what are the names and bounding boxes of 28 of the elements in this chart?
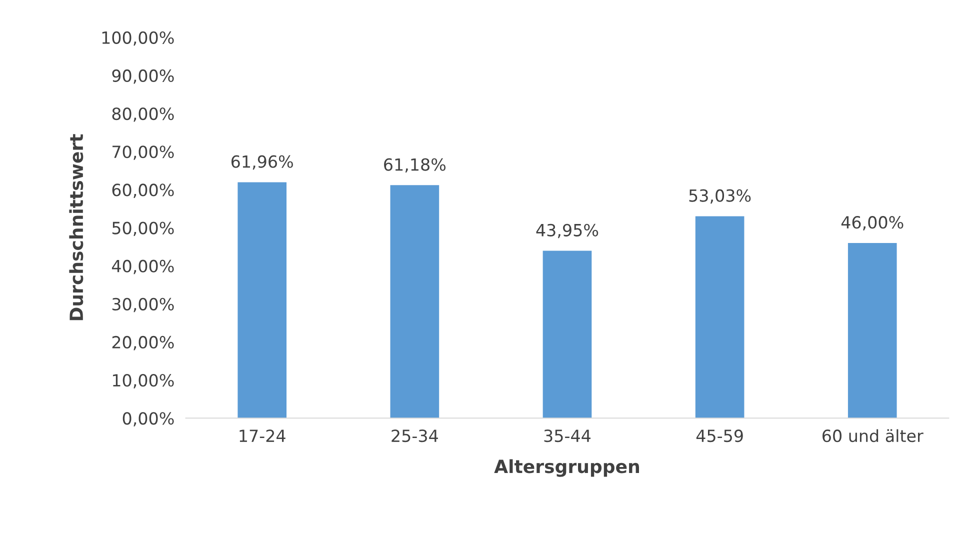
bar <box>390 185 440 418</box>
x-tick-label: 25-34 <box>392 430 438 442</box>
bar <box>238 182 287 418</box>
y-axis-title: Durchschnittswert <box>69 134 84 320</box>
bar <box>542 250 592 418</box>
data-label: 53,03% <box>689 189 751 204</box>
y-tick-label: 80,00% <box>112 107 174 122</box>
bar <box>695 216 744 418</box>
y-tick-label: 100,00% <box>102 31 174 46</box>
y-tick-label: 10,00% <box>112 374 174 388</box>
data-label: 46,00% <box>841 216 904 230</box>
y-tick-label: 40,00% <box>112 260 174 274</box>
data-label: 43,95% <box>536 224 598 238</box>
y-tick-label: 60,00% <box>112 184 174 198</box>
y-tick-label: 90,00% <box>112 69 174 84</box>
x-tick-label: 45-59 <box>696 430 743 442</box>
y-tick-label: 50,00% <box>112 222 174 236</box>
bar <box>848 242 897 418</box>
y-tick-label: 0,00% <box>122 412 174 426</box>
y-tick-label: 20,00% <box>112 336 174 350</box>
x-axis-title: Altersgruppen <box>494 459 639 477</box>
data-label: 61,96% <box>231 155 293 170</box>
data-label: 61,18% <box>384 158 446 173</box>
y-tick-label: 70,00% <box>112 146 174 160</box>
y-tick-label: 30,00% <box>112 298 174 312</box>
x-tick-label: 60 und älter <box>822 429 924 442</box>
x-tick-label: 35-44 <box>544 430 591 442</box>
x-tick-label: 17-24 <box>240 430 286 442</box>
